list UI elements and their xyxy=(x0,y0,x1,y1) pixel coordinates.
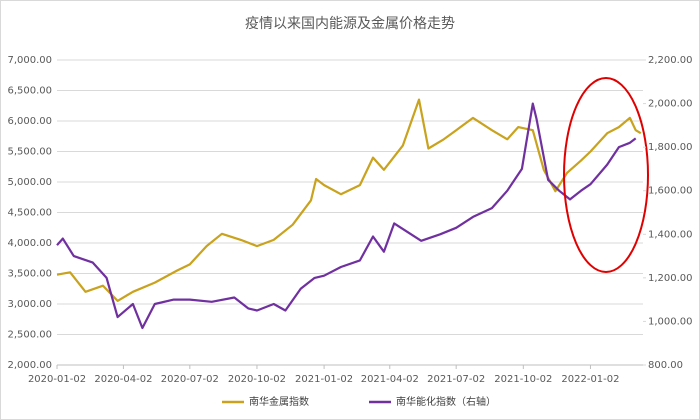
x-tick-label: 2020-10-02 xyxy=(228,374,286,385)
y2-tick-label: 1,000.00 xyxy=(648,316,693,327)
x-tick-label: 2021-04-02 xyxy=(361,374,419,385)
y-tick-label: 6,000.00 xyxy=(7,116,52,127)
y2-tick-label: 1,400.00 xyxy=(648,229,693,240)
y2-tick-label: 2,000.00 xyxy=(648,99,693,110)
y2-tick-label: 800.00 xyxy=(648,360,683,371)
y-tick-label: 6,500.00 xyxy=(7,86,52,97)
y-tick-label: 4,000.00 xyxy=(7,238,52,249)
legend-label: 南华能化指数（右轴） xyxy=(396,395,496,408)
x-tick-label: 2020-07-02 xyxy=(161,374,219,385)
y2-tick-label: 1,600.00 xyxy=(648,186,693,197)
x-tick-label: 2020-04-02 xyxy=(94,374,152,385)
y-tick-label: 5,000.00 xyxy=(7,177,52,188)
y2-tick-label: 1,800.00 xyxy=(648,142,693,153)
y-tick-label: 4,500.00 xyxy=(7,208,52,219)
y-tick-label: 5,500.00 xyxy=(7,147,52,158)
series-line xyxy=(56,98,642,302)
x-tick-label: 2022-01-02 xyxy=(561,374,619,385)
series-line xyxy=(56,102,637,330)
y-tick-label: 7,000.00 xyxy=(7,55,52,66)
y-tick-label: 3,500.00 xyxy=(7,269,52,280)
legend-label: 南华金属指数 xyxy=(249,395,309,408)
x-tick-label: 2021-10-02 xyxy=(494,374,552,385)
y2-tick-label: 2,200.00 xyxy=(648,55,693,66)
x-tick-label: 2021-01-02 xyxy=(295,374,353,385)
chart-title: 疫情以来国内能源及金属价格走势 xyxy=(245,16,455,32)
y-tick-label: 2,500.00 xyxy=(7,330,52,341)
highlight-ellipse xyxy=(563,77,649,273)
x-tick-label: 2021-07-02 xyxy=(427,374,485,385)
y2-tick-label: 1,200.00 xyxy=(648,273,693,284)
x-tick-label: 2020-01-02 xyxy=(28,374,86,385)
y-tick-label: 3,000.00 xyxy=(7,299,52,310)
y-tick-label: 2,000.00 xyxy=(7,360,52,371)
